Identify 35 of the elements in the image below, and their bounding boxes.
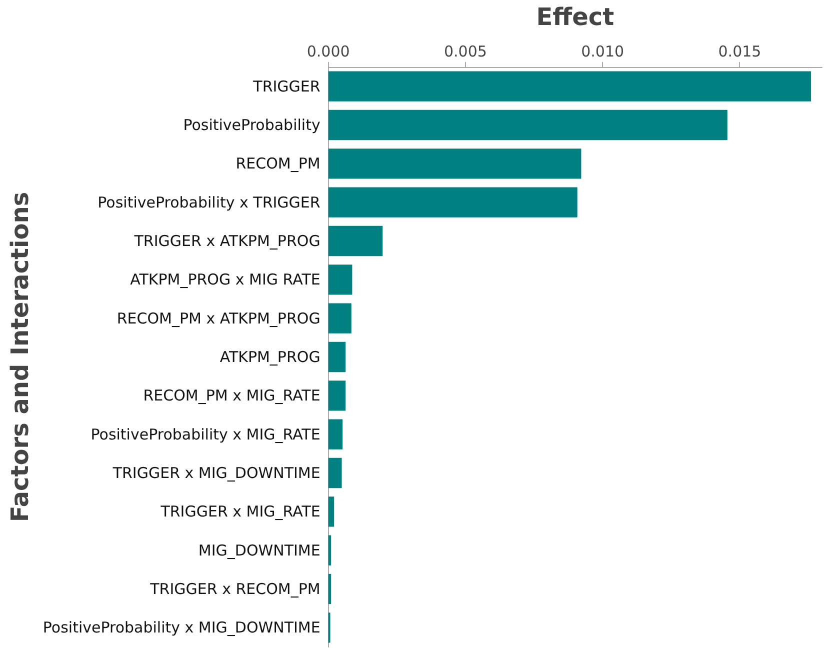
y-axis-title: Factors and Interactions (6, 192, 34, 522)
bar (328, 264, 352, 295)
bar (328, 110, 728, 140)
bar (328, 303, 352, 334)
bar (328, 574, 332, 604)
y-tick-label: RECOM_PM x MIG_RATE (143, 386, 320, 405)
y-tick-label: PositiveProbability x MIG_DOWNTIME (42, 618, 320, 637)
y-tick-label: MIG_DOWNTIME (198, 541, 320, 560)
y-tick-label: TRIGGER (252, 77, 320, 96)
bar (328, 380, 346, 411)
bar (328, 458, 342, 488)
bar (328, 419, 343, 450)
bar (328, 226, 383, 256)
bar (328, 187, 578, 218)
y-tick-label: RECOM_PM x ATKPM_PROG (116, 309, 320, 328)
x-axis-title: Effect (536, 3, 614, 31)
y-tick-label: RECOM_PM (236, 154, 320, 173)
y-tick-label: TRIGGER x RECOM_PM (149, 580, 320, 598)
y-tick-label: PositiveProbability x TRIGGER (98, 193, 320, 212)
bar (328, 496, 334, 527)
bar (328, 71, 812, 102)
y-tick-label: PositiveProbability (183, 116, 320, 134)
y-tick-label: TRIGGER x MIG_DOWNTIME (112, 464, 320, 482)
y-tick-label: ATKPM_PROG x MIG RATE (130, 270, 320, 289)
bar (328, 342, 346, 372)
x-tick-label: 0.015 (718, 42, 762, 60)
y-tick-label: PositiveProbability x MIG_RATE (90, 425, 320, 444)
x-tick-label: 0.010 (581, 42, 624, 60)
bar (328, 535, 332, 566)
y-tick-label: TRIGGER x ATKPM_PROG (133, 232, 320, 250)
x-tick-label: 0.005 (444, 42, 487, 60)
y-tick-label: ATKPM_PROG (220, 348, 320, 366)
bar (328, 148, 582, 179)
x-tick-label: 0.000 (306, 42, 350, 60)
y-tick-label: TRIGGER x MIG_RATE (160, 502, 320, 521)
